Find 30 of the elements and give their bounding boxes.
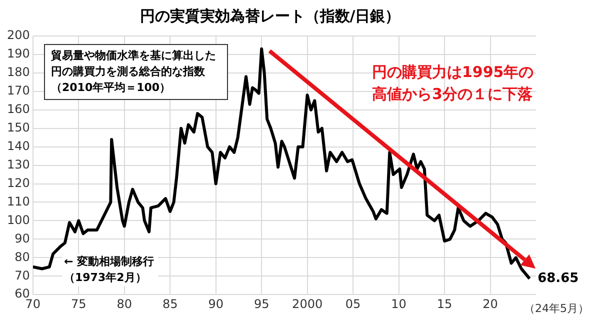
y-tick-label: 80 [14, 250, 30, 264]
y-tick-label: 140 [7, 138, 30, 153]
text: （24年5月） [523, 301, 590, 317]
x-tick-label: 05 [345, 296, 361, 311]
x-tick-label: 80 [116, 296, 132, 311]
y-tick-label: 90 [14, 231, 30, 246]
y-tick-label: 180 [7, 65, 30, 80]
x-tick-label: 90 [208, 296, 224, 311]
y-tick-label: 170 [7, 84, 30, 98]
chart-title: 円の実質実効為替レート（指数/日銀） [140, 6, 400, 25]
y-tick-label: 160 [7, 102, 30, 116]
annotation: 貿易量や物価水準を基に算出した円の購買力を測る総合的な指数（2010年平均＝100） [44, 44, 228, 100]
x-tick-label: 10 [391, 296, 406, 311]
x-tick-label: 20 [482, 296, 498, 311]
y-tick-label: 190 [7, 46, 30, 61]
y-tick-label: 100 [7, 212, 30, 227]
y-tick-label: 110 [7, 194, 30, 208]
y-tick-label: 120 [7, 176, 30, 190]
annotation: 円の購買力は1995年の高値から3分の１に下落 [371, 62, 535, 105]
y-tick-label: 200 [7, 28, 30, 42]
y-tick-label: 70 [14, 268, 30, 282]
y-tick-label: 150 [7, 120, 30, 134]
annotation: ← 変動相場制移行（1973年2月） [62, 254, 158, 286]
x-tick-label: 95 [254, 296, 270, 311]
x-tick-label: 75 [71, 296, 86, 311]
y-tick-label: 130 [7, 157, 30, 172]
x-tick-label: 85 [162, 296, 178, 311]
annotation: 68.65 [538, 270, 579, 286]
x-tick-label: 2000 [292, 296, 323, 311]
x-tick-label: 15 [436, 296, 452, 311]
